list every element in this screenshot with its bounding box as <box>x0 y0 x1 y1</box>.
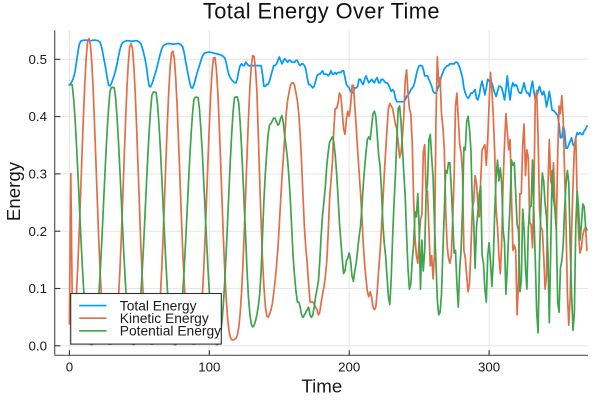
svg-text:Kinetic Energy: Kinetic Energy <box>120 311 209 326</box>
svg-text:Potential Energy: Potential Energy <box>120 324 221 339</box>
svg-text:0: 0 <box>66 360 73 375</box>
svg-text:Total Energy Over Time: Total Energy Over Time <box>203 0 440 24</box>
svg-text:Time: Time <box>301 375 342 396</box>
svg-text:0.2: 0.2 <box>29 224 48 239</box>
svg-text:300: 300 <box>478 360 500 375</box>
svg-text:0.1: 0.1 <box>29 281 48 296</box>
svg-text:0.4: 0.4 <box>29 109 48 124</box>
svg-text:200: 200 <box>338 360 360 375</box>
svg-text:0.0: 0.0 <box>29 338 48 353</box>
svg-text:Total Energy: Total Energy <box>120 298 197 313</box>
svg-text:0.5: 0.5 <box>29 52 48 67</box>
svg-text:Energy: Energy <box>3 161 24 221</box>
svg-text:0.3: 0.3 <box>29 167 48 182</box>
svg-text:100: 100 <box>198 360 220 375</box>
